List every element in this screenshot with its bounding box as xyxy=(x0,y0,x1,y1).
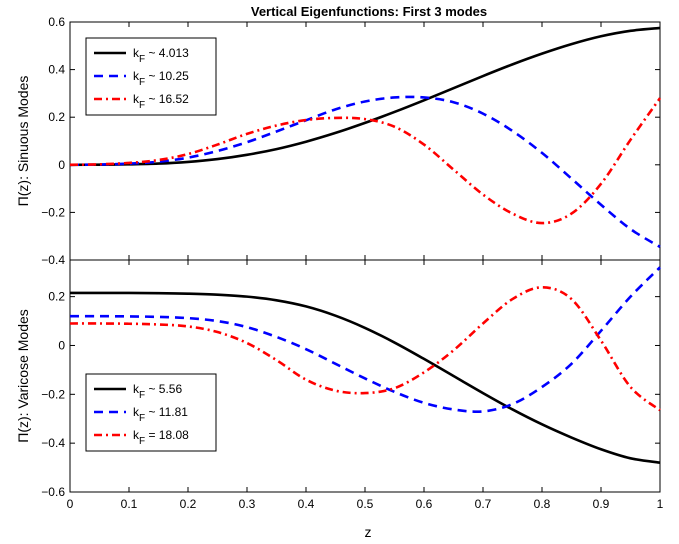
legend: kF ~ 5.56 kF ~ 11.81 kF = 18.08 xyxy=(85,373,217,452)
x-tick-label: 0.6 xyxy=(416,497,433,511)
legend-entry: kF = 18.08 xyxy=(133,428,189,447)
y-tick-label: 0.2 xyxy=(48,110,65,124)
y-tick-label: −0.4 xyxy=(41,436,65,450)
y-tick-label: −0.2 xyxy=(41,387,65,401)
x-tick-label: 0.5 xyxy=(357,497,374,511)
y-axis-label: Π(z): Varicose Modes xyxy=(15,309,31,443)
chart-top-sinuous: −0.4 −0.2 0 0.2 0.4 0.6 Π(z): Sinuous Modes kF … xyxy=(15,15,662,267)
x-tick-label: 0.4 xyxy=(298,497,315,511)
legend-box xyxy=(85,37,217,116)
figure-title: Vertical Eigenfunctions: First 3 modes xyxy=(251,4,487,19)
y-axis-label: Π(z): Sinuous Modes xyxy=(15,76,31,207)
y-tick-label: −0.4 xyxy=(41,253,65,267)
series-line-3 xyxy=(69,97,662,225)
legend-box xyxy=(85,373,217,452)
legend-entry: kF ~ 5.56 xyxy=(133,382,182,401)
y-tick-label: 0 xyxy=(58,338,65,352)
y-tick-label: 0 xyxy=(58,158,65,172)
series-line-1 xyxy=(69,26,661,167)
chart-bottom-varicose: 0 0.1 0.2 0.3 0.4 0.5 0.6 0.7 0.8 0.9 1 −0.6 −0.4 −0.… xyxy=(15,259,664,511)
series-line-3 xyxy=(69,286,661,412)
y-tick-label: 0.2 xyxy=(48,290,65,304)
series-line-2 xyxy=(69,95,661,249)
x-tick-label: 0.3 xyxy=(239,497,256,511)
y-tick-label: 0.6 xyxy=(48,15,65,29)
x-tick-label: 0.1 xyxy=(121,497,138,511)
x-tick-label: 0.9 xyxy=(593,497,610,511)
x-tick-label: 1 xyxy=(657,497,664,511)
y-tick-label: −0.2 xyxy=(41,205,65,219)
figure-x-axis-label: z xyxy=(365,524,372,540)
y-tick-label: −0.6 xyxy=(41,485,65,499)
legend-entry: kF ~ 11.81 xyxy=(133,405,188,424)
legend: kF ~ 4.013 kF ~ 10.25 kF ~ 16.52 xyxy=(85,37,217,116)
x-tick-label: 0.2 xyxy=(180,497,197,511)
legend-entry: kF ~ 4.013 xyxy=(133,46,189,65)
x-tick-label: 0.7 xyxy=(475,497,492,511)
legend-entry: kF ~ 10.25 xyxy=(133,69,189,88)
y-tick-label: 0.4 xyxy=(48,63,65,77)
x-tick-label: 0 xyxy=(67,497,74,511)
series-line-1 xyxy=(70,291,661,464)
x-tick-label: 0.8 xyxy=(534,497,551,511)
legend-entry: kF ~ 16.52 xyxy=(133,92,189,111)
series-line-2 xyxy=(69,266,661,413)
